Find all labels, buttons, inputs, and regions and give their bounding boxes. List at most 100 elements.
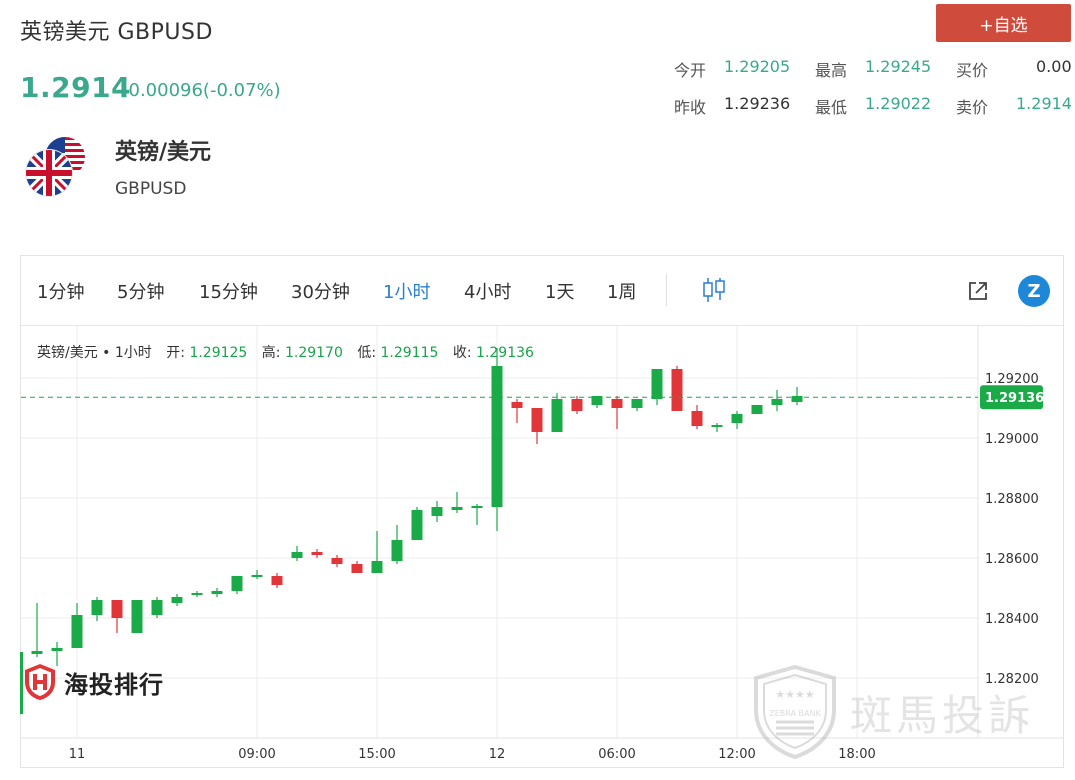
zebra-watermark: ★★★★ ZEBRA BANK 斑馬投訴 [752, 664, 1034, 760]
candle-body [311, 552, 323, 555]
x-tick-label: 12:00 [718, 747, 755, 762]
info-close-label: 收: [452, 345, 472, 361]
y-tick-label: 1.28200 [985, 672, 1039, 687]
info-high: 1.29170 [284, 345, 343, 361]
external-link-icon[interactable] [967, 280, 989, 302]
candle-body [151, 600, 163, 615]
tab-1min[interactable]: 1分钟 [37, 282, 85, 303]
candle-body [551, 399, 563, 432]
ask-label: 卖价 [956, 98, 989, 117]
candle-body [91, 600, 103, 615]
svg-text:★★★★: ★★★★ [775, 688, 815, 701]
pair-name: 英镑/美元 [115, 140, 212, 165]
x-tick-label: 12 [489, 747, 506, 762]
high-value: 1.29245 [865, 57, 932, 76]
info-symbol: 英镑/美元 [37, 345, 98, 361]
info-open-label: 开: [166, 345, 185, 361]
candle-body [511, 402, 523, 408]
x-tick-label: 06:00 [598, 747, 635, 762]
candle-body [391, 540, 403, 561]
bid-label: 买价 [956, 61, 989, 80]
candle-body [131, 600, 143, 633]
candle-body [271, 576, 283, 585]
candle-body [51, 648, 63, 651]
tab-divider [666, 274, 667, 306]
candle-body [611, 399, 623, 408]
candle-body [111, 600, 123, 618]
candle-body [251, 575, 263, 577]
add-watchlist-button[interactable]: +自选 [936, 4, 1071, 42]
current-price-badge [980, 385, 1043, 410]
candle-body [471, 506, 483, 508]
candle-body [771, 399, 783, 405]
candle-body [291, 552, 303, 558]
pair-code: GBPUSD [115, 179, 187, 199]
tab-30min[interactable]: 30分钟 [291, 282, 350, 303]
brand-left-text: 海投排行 [64, 670, 164, 699]
y-tick-label: 1.28600 [985, 552, 1039, 567]
prev-close-label: 昨收 [674, 98, 707, 117]
low-label: 最低 [815, 98, 848, 117]
z-logo-icon[interactable]: Z [1018, 275, 1050, 307]
candle-body [211, 591, 223, 594]
x-tick-label: 15:00 [358, 747, 395, 762]
candle-body [71, 615, 83, 648]
candle-body [491, 366, 503, 507]
tab-1day[interactable]: 1天 [545, 282, 575, 303]
candle-body [751, 405, 763, 414]
candle-body [651, 369, 663, 399]
bid-value: 0.00 [1036, 57, 1072, 76]
y-axis: 1.29200 1.29000 1.28800 1.28600 1.28400 1.282… [977, 326, 1039, 738]
high-label: 最高 [815, 61, 848, 80]
current-price: 1.2914 [20, 71, 132, 104]
ohlc-info-row: 英镑/美元 • 1小时 开: 1.29125 高: 1.29170 低: 1.2… [37, 342, 544, 362]
candle-body [451, 507, 463, 510]
candle-body [791, 396, 803, 402]
candle-body [691, 411, 703, 426]
candle-body [171, 597, 183, 603]
timeframe-tabs: 1分钟 5分钟 15分钟 30分钟 1小时 4小时 1天 1周 Z [21, 256, 1063, 326]
brand-right-text: 斑馬投訴 [850, 690, 1035, 740]
tab-1week[interactable]: 1周 [607, 282, 637, 303]
open-value: 1.29205 [724, 57, 791, 76]
y-tick-label: 1.29000 [985, 432, 1039, 447]
info-high-label: 高: [261, 345, 281, 361]
candle-body [371, 561, 383, 573]
candle-body [351, 564, 363, 573]
shield-logo-icon [25, 664, 55, 700]
brand-logo-left: 海投排行 [22, 662, 164, 702]
candle-body [231, 576, 243, 591]
candlestick-toggle-icon[interactable] [701, 276, 727, 304]
price-change: -0.00096(-0.07%) [122, 80, 281, 101]
tab-5min[interactable]: 5分钟 [117, 282, 165, 303]
current-price-label: 1.29136 [985, 391, 1044, 406]
info-low: 1.29115 [380, 345, 439, 361]
candle-body-partial [20, 652, 23, 714]
x-axis: 11 09:00 15:00 12 06:00 12:00 18:00 [21, 737, 1063, 762]
current-price-tag: 1.29136 [21, 385, 1044, 410]
x-tick-label: 11 [69, 747, 86, 762]
gb-us-flag-icon [25, 137, 85, 197]
y-tick-label: 1.29200 [985, 372, 1039, 387]
y-tick-label: 1.28800 [985, 492, 1039, 507]
candle-body [31, 651, 43, 654]
candle-body [331, 558, 343, 564]
y-tick-label: 1.28400 [985, 612, 1039, 627]
tab-15min[interactable]: 15分钟 [199, 282, 258, 303]
candle-body [571, 399, 583, 411]
open-label: 今开 [674, 61, 707, 80]
info-period: 1小时 [114, 345, 152, 361]
tab-1hour[interactable]: 1小时 [383, 282, 431, 303]
candle-body [731, 414, 743, 423]
zebra-shield-icon: ★★★★ ZEBRA BANK [754, 664, 836, 760]
candle-body [411, 510, 423, 540]
candle-body [431, 507, 443, 516]
candle-body [631, 399, 643, 408]
chart-panel: 1分钟 5分钟 15分钟 30分钟 1小时 4小时 1天 1周 Z [20, 255, 1064, 768]
candle-body [711, 425, 723, 427]
ask-value: 1.2914 [1016, 94, 1072, 113]
page-title: 英镑美元 GBPUSD [20, 20, 213, 45]
tab-4hour[interactable]: 4小时 [464, 282, 512, 303]
info-dot: • [102, 345, 115, 361]
